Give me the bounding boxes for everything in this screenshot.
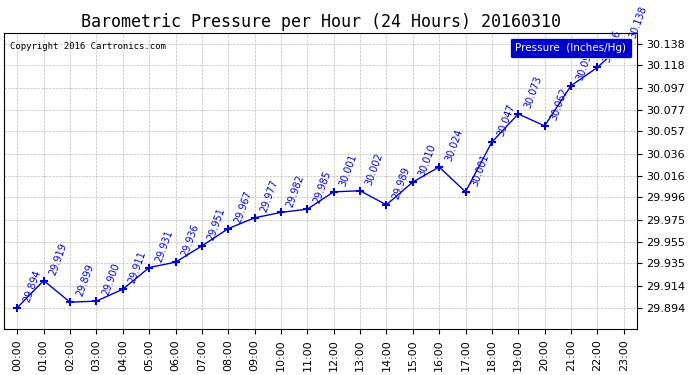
Text: 30.099: 30.099 (575, 46, 596, 82)
Text: 30.001: 30.001 (338, 153, 359, 188)
Text: 29.985: 29.985 (311, 170, 333, 205)
Text: 29.967: 29.967 (233, 189, 253, 225)
Text: 29.982: 29.982 (285, 173, 306, 208)
Text: 29.900: 29.900 (101, 262, 121, 297)
Text: 29.989: 29.989 (391, 165, 411, 201)
Text: 29.894: 29.894 (21, 268, 43, 303)
Text: 30.073: 30.073 (522, 75, 543, 110)
Text: 30.001: 30.001 (470, 153, 491, 188)
Text: 29.977: 29.977 (259, 178, 280, 214)
Text: 30.138: 30.138 (628, 4, 649, 39)
Title: Barometric Pressure per Hour (24 Hours) 20160310: Barometric Pressure per Hour (24 Hours) … (81, 13, 560, 31)
Text: 30.062: 30.062 (549, 87, 570, 122)
Text: 30.024: 30.024 (443, 128, 464, 163)
Text: 29.919: 29.919 (48, 241, 69, 276)
Text: 30.010: 30.010 (417, 143, 438, 178)
Text: 29.951: 29.951 (206, 207, 227, 242)
Legend: Pressure  (Inches/Hg): Pressure (Inches/Hg) (510, 38, 631, 58)
Text: 30.047: 30.047 (496, 103, 517, 138)
Text: Copyright 2016 Cartronics.com: Copyright 2016 Cartronics.com (10, 42, 166, 51)
Text: 30.116: 30.116 (602, 28, 622, 63)
Text: 29.936: 29.936 (179, 223, 201, 258)
Text: 29.911: 29.911 (127, 250, 148, 285)
Text: 29.931: 29.931 (153, 228, 175, 263)
Text: 30.002: 30.002 (364, 152, 385, 187)
Text: 29.899: 29.899 (75, 263, 95, 298)
